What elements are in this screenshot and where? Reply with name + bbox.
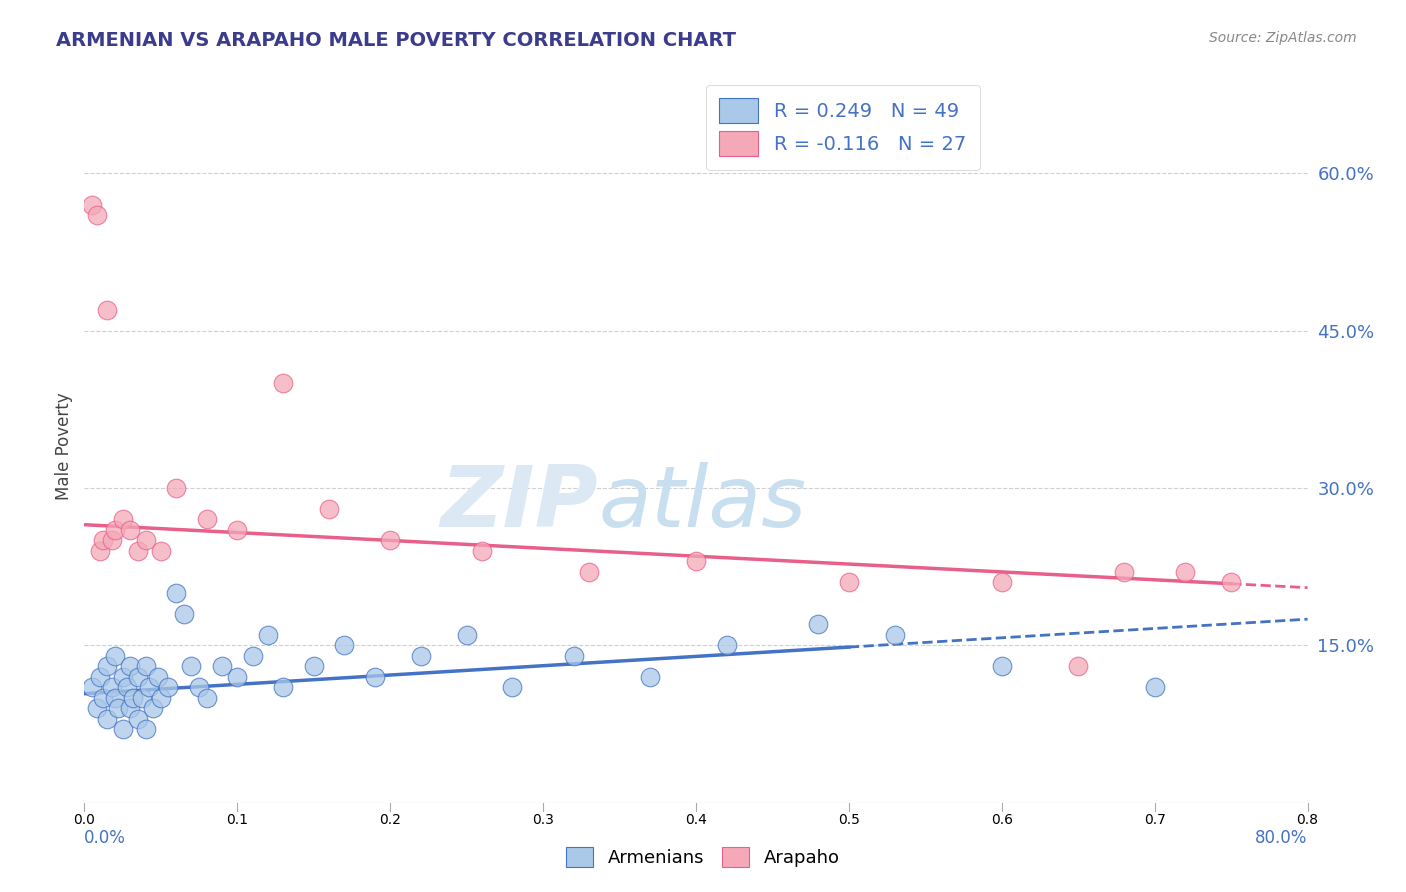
Point <box>127 544 149 558</box>
Legend: R = 0.249   N = 49, R = -0.116   N = 27: R = 0.249 N = 49, R = -0.116 N = 27 <box>706 85 980 169</box>
Point <box>380 533 402 548</box>
Point <box>80 681 103 695</box>
Point <box>257 628 280 642</box>
Point <box>149 544 172 558</box>
Point <box>226 523 249 537</box>
Point <box>991 659 1014 673</box>
Text: 0.0%: 0.0% <box>84 829 127 847</box>
Point <box>86 208 108 222</box>
Text: atlas: atlas <box>598 461 806 545</box>
Point <box>120 523 142 537</box>
Point <box>195 690 218 705</box>
Point <box>107 701 129 715</box>
Point <box>226 670 249 684</box>
Point <box>104 648 127 663</box>
Point <box>195 512 218 526</box>
Point <box>115 681 138 695</box>
Point <box>96 659 118 673</box>
Point <box>165 586 187 600</box>
Point <box>1174 565 1197 579</box>
Text: Source: ZipAtlas.com: Source: ZipAtlas.com <box>1209 31 1357 45</box>
Point <box>807 617 830 632</box>
Point <box>135 533 157 548</box>
Point <box>89 544 111 558</box>
Point <box>104 690 127 705</box>
Point <box>127 712 149 726</box>
Point <box>1067 659 1090 673</box>
Point <box>101 533 124 548</box>
Point <box>96 302 118 317</box>
Point <box>211 659 233 673</box>
Point <box>1143 681 1166 695</box>
Point <box>89 670 111 684</box>
Point <box>578 565 600 579</box>
Point <box>302 659 325 673</box>
Point <box>135 659 157 673</box>
Point <box>188 681 211 695</box>
Point <box>149 690 172 705</box>
Point <box>165 481 187 495</box>
Point <box>991 575 1014 590</box>
Text: ARMENIAN VS ARAPAHO MALE POVERTY CORRELATION CHART: ARMENIAN VS ARAPAHO MALE POVERTY CORRELA… <box>56 31 737 50</box>
Point <box>502 681 524 695</box>
Point <box>120 659 142 673</box>
Point <box>157 681 180 695</box>
Point <box>146 670 169 684</box>
Point <box>138 681 160 695</box>
Point <box>364 670 387 684</box>
Point <box>409 648 432 663</box>
Point <box>122 690 145 705</box>
Point <box>173 607 195 621</box>
Point <box>86 701 108 715</box>
Point <box>80 197 103 211</box>
Point <box>1114 565 1136 579</box>
Point <box>111 723 134 737</box>
Point <box>271 681 294 695</box>
Point <box>111 670 134 684</box>
Point <box>91 533 114 548</box>
Point <box>883 628 905 642</box>
Point <box>456 628 478 642</box>
Point <box>111 512 134 526</box>
Legend: Armenians, Arapaho: Armenians, Arapaho <box>560 839 846 874</box>
Point <box>96 712 118 726</box>
Point <box>242 648 264 663</box>
Point <box>271 376 294 390</box>
Y-axis label: Male Poverty: Male Poverty <box>55 392 73 500</box>
Point <box>120 701 142 715</box>
Point <box>685 554 707 568</box>
Point <box>333 639 356 653</box>
Point <box>1220 575 1243 590</box>
Point <box>127 670 149 684</box>
Point <box>91 690 114 705</box>
Point <box>180 659 202 673</box>
Point <box>638 670 661 684</box>
Point <box>838 575 860 590</box>
Point <box>104 523 127 537</box>
Point <box>562 648 585 663</box>
Text: 80.0%: 80.0% <box>1256 829 1308 847</box>
Point <box>318 502 340 516</box>
Point <box>101 681 124 695</box>
Point <box>135 723 157 737</box>
Text: ZIP: ZIP <box>440 461 598 545</box>
Point <box>716 639 738 653</box>
Point <box>142 701 165 715</box>
Point <box>131 690 153 705</box>
Point <box>471 544 494 558</box>
